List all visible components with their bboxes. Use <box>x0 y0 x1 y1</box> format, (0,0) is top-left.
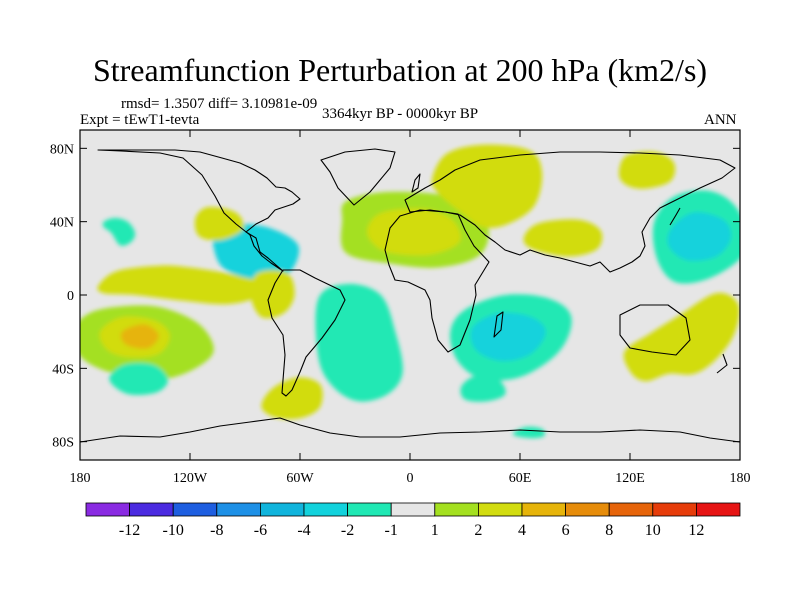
colorbar-box-3 <box>216 502 261 517</box>
x-tick-label-2: 60W <box>286 471 314 486</box>
coast-madagascar <box>493 311 504 338</box>
colorbar-label-11: 8 <box>605 522 613 539</box>
colorbar-box-8 <box>434 502 479 517</box>
colorbar-box-9 <box>477 502 523 517</box>
coast-uk <box>411 173 421 193</box>
anomaly-9-level-1 <box>367 208 461 256</box>
colorbar-label-7: 1 <box>431 522 439 539</box>
colorbar-box-12 <box>608 502 654 517</box>
colorbar-box-5 <box>303 502 348 517</box>
anomaly-3-level-0 <box>194 206 244 241</box>
x-tick-label-3: 0 <box>407 471 414 486</box>
axes: 180 120W 60W 0 60E 120E 180 80N 40N 0 40S 80S <box>50 130 751 486</box>
y-tick-label-2: 0 <box>67 289 74 304</box>
coast-australia <box>619 304 691 356</box>
anomaly-5-level-2 <box>120 324 159 349</box>
season-label: ANN <box>704 112 737 128</box>
colorbar-box-13 <box>652 502 697 517</box>
colorbar-box-1 <box>129 502 174 517</box>
experiment-label: Expt = tEwT1-tevta <box>80 112 200 128</box>
x-tick-label-6: 180 <box>730 471 751 486</box>
x-tick-label-0: 180 <box>70 471 91 486</box>
colorbar-label-12: 10 <box>645 522 661 539</box>
anomaly-8-level-0 <box>315 283 403 402</box>
coastlines <box>80 148 740 443</box>
anomaly-15-level-0 <box>460 375 506 402</box>
coast-eurasia <box>404 151 736 273</box>
anomaly-14-level-2 <box>482 324 521 347</box>
anomaly-layer <box>80 144 740 439</box>
colorbar-box-14 <box>696 502 741 517</box>
anomaly-13-level-2 <box>682 223 721 250</box>
anomaly-0-level-0 <box>102 218 136 246</box>
colorbar-label-9: 4 <box>518 522 526 539</box>
anomaly-6-level-0 <box>109 362 169 395</box>
colorbar-box-0 <box>85 502 130 517</box>
y-tick-label-4: 80S <box>52 436 74 451</box>
y-tick-label-1: 40N <box>50 216 74 231</box>
coast-new-zealand <box>716 353 728 374</box>
colorbar-box-6 <box>347 502 392 517</box>
colorbar-box-7 <box>390 502 436 517</box>
colorbar-label-6: -1 <box>385 522 398 539</box>
y-tick-label-0: 80N <box>50 142 74 157</box>
coast-antarctica <box>80 417 740 443</box>
x-tick-label-5: 120E <box>615 471 645 486</box>
colorbar-box-4 <box>259 502 305 517</box>
colorbar-label-3: -6 <box>254 522 267 539</box>
anomaly-16-level-0 <box>623 292 740 382</box>
colorbar-label-4: -4 <box>297 522 310 539</box>
y-tick-label-3: 40S <box>52 362 74 377</box>
colorbar-label-5: -2 <box>341 522 354 539</box>
x-tick-label-1: 120W <box>173 471 208 486</box>
colorbar-label-0: -12 <box>119 522 140 539</box>
anomaly-1-level-0 <box>97 265 267 305</box>
coast-greenland <box>320 148 396 206</box>
x-tick-label-4: 60E <box>509 471 532 486</box>
anomaly-11-level-0 <box>523 219 603 257</box>
colorbar-label-8: 2 <box>474 522 482 539</box>
colorbar-label-1: -10 <box>163 522 184 539</box>
colorbar-box-2 <box>172 502 218 517</box>
colorbar-label-13: 12 <box>688 522 704 539</box>
coast-south-america <box>267 269 346 397</box>
coast-north-america <box>97 149 301 272</box>
anomaly-12-level-0 <box>619 151 676 189</box>
anomaly-10-level-0 <box>431 144 543 228</box>
colorbar-label-2: -8 <box>210 522 223 539</box>
stats-label: rmsd= 1.3507 diff= 3.10981e-09 <box>121 96 318 112</box>
colorbar-box-10 <box>521 502 566 517</box>
anomaly-7-level-0 <box>261 377 323 420</box>
chart-title: Streamfunction Perturbation at 200 hPa (… <box>92 52 708 88</box>
anomaly-4-level-0 <box>250 270 295 319</box>
colorbar-label-10: 6 <box>562 522 570 539</box>
period-label: 3364kyr BP - 0000kyr BP <box>322 106 479 122</box>
coast-japan <box>669 207 681 226</box>
colorbar-box-11 <box>565 502 610 517</box>
colorbar: -12 -10 -8 -6 -4 -2 -1 1 2 4 6 8 10 12 <box>85 502 741 539</box>
